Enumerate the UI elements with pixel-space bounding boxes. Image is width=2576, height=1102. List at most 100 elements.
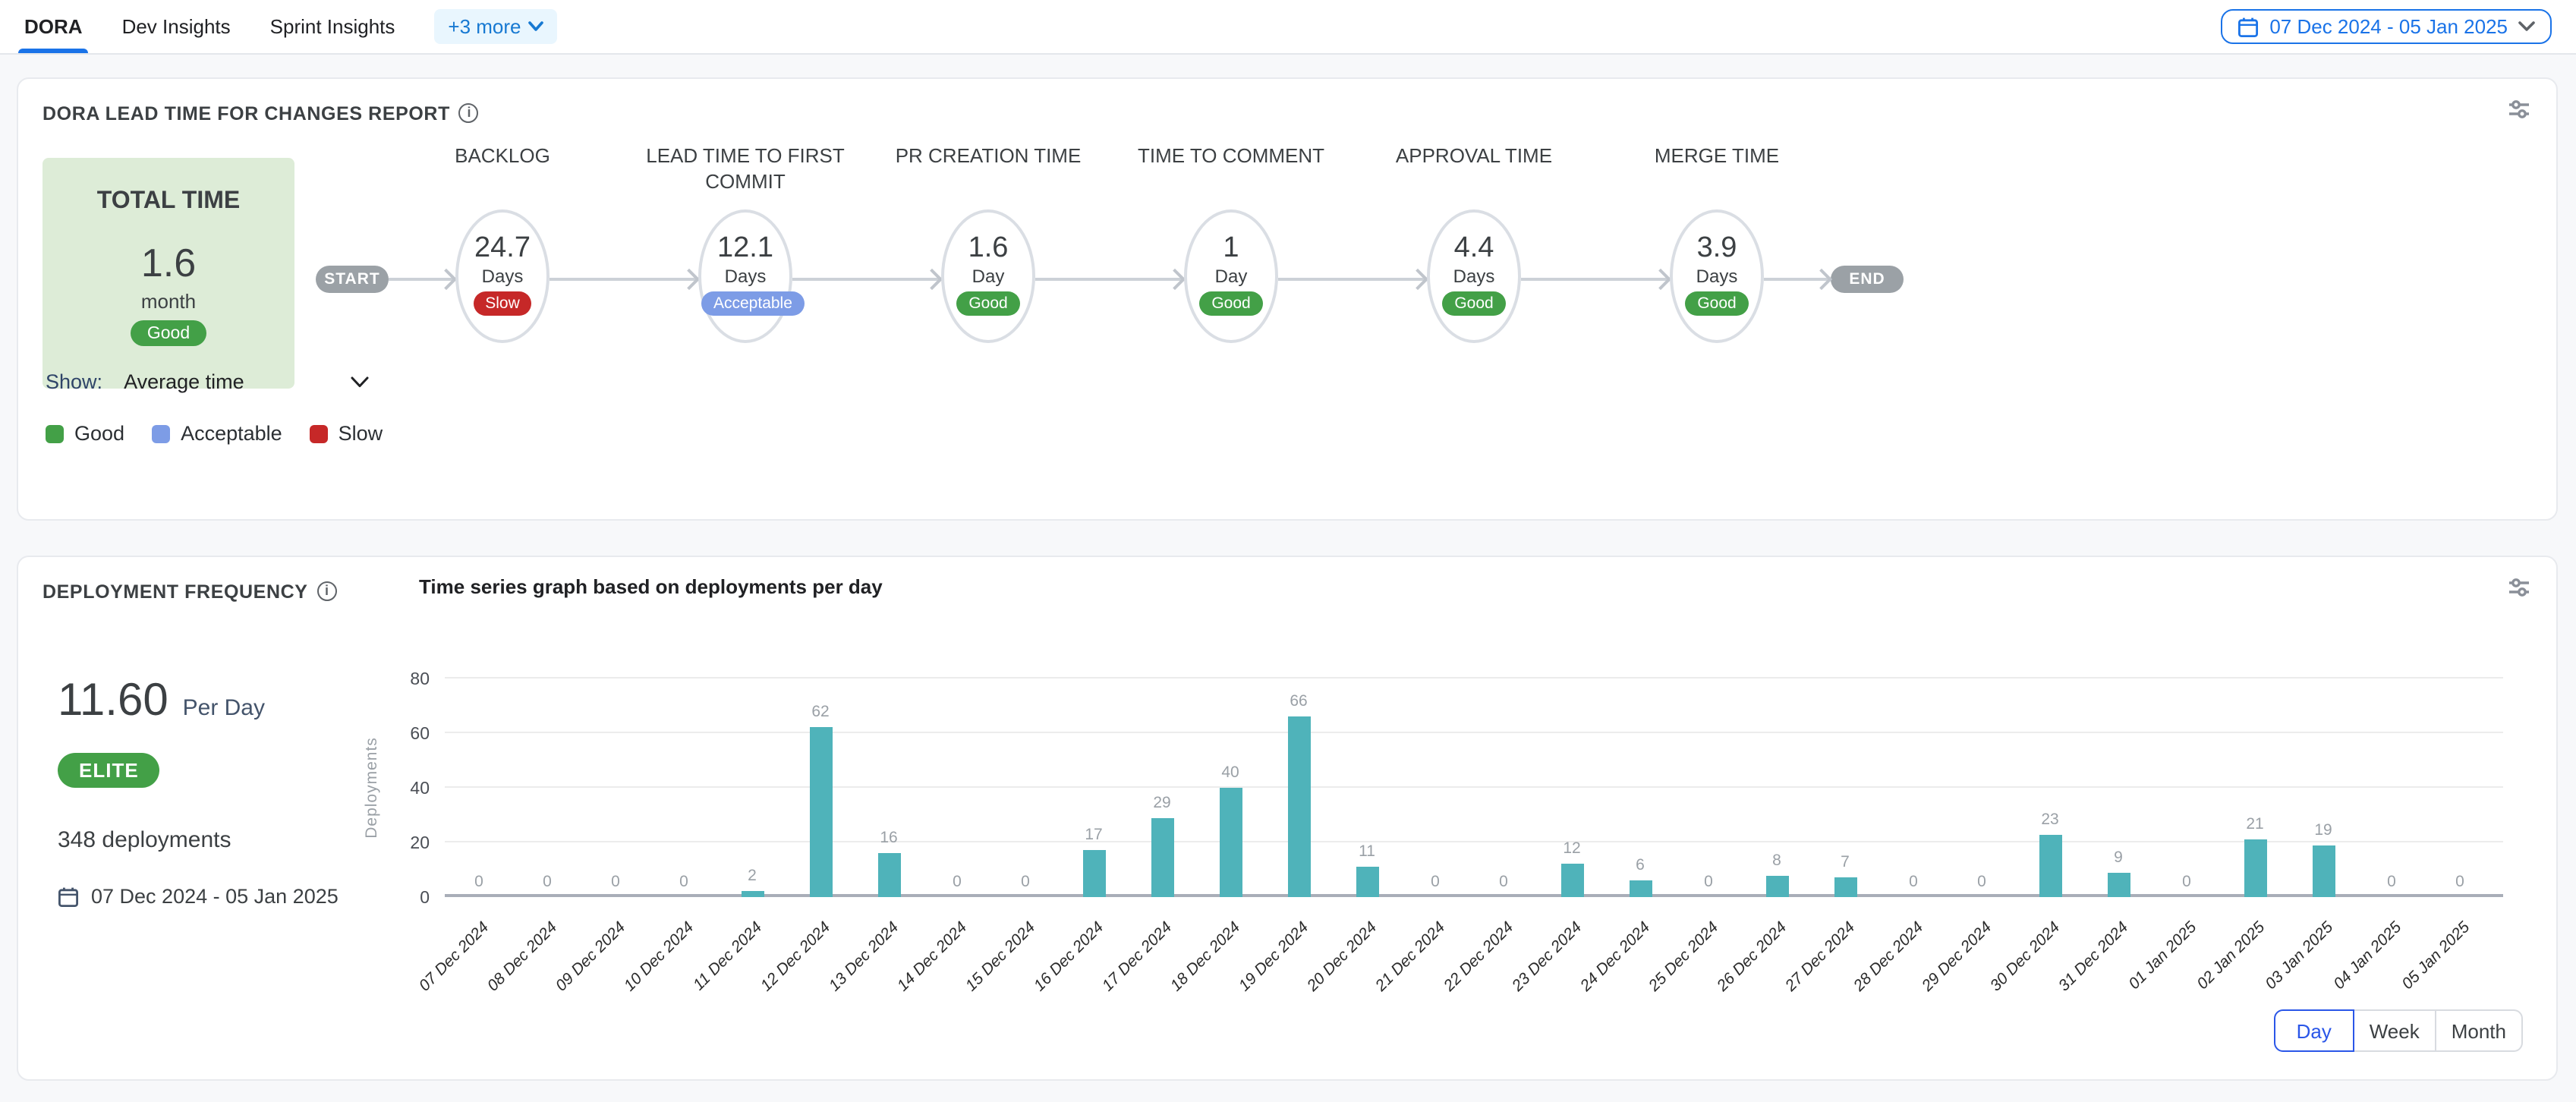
lead-time-card: DORA LEAD TIME FOR CHANGES REPORT i TOTA… (17, 77, 2558, 521)
gridline (445, 894, 2503, 897)
total-time-value: 1.6 (140, 240, 197, 285)
legend-label: Slow (338, 422, 383, 445)
legend-label: Good (74, 422, 125, 445)
deployment-bar[interactable] (1629, 880, 1652, 897)
bar-slot: 29 (1128, 679, 1196, 897)
stage-circle[interactable]: 3.9 Days Good (1670, 209, 1764, 343)
chart-subtitle: Time series graph based on deployments p… (419, 575, 883, 598)
deployment-bar[interactable] (1765, 875, 1788, 897)
deployment-bar[interactable] (2244, 839, 2266, 897)
deployment-bar[interactable] (1356, 867, 1378, 897)
bar-slot: 8 (1743, 679, 1811, 897)
lead-time-flow: START BACKLOG 24.7 Days Slow LEAD TIME T… (316, 143, 1904, 346)
bar-slot: 11 (1333, 679, 1401, 897)
stage-title: TIME TO COMMENT (1137, 144, 1325, 167)
deployment-bar[interactable] (2107, 872, 2130, 897)
legend-swatch (46, 424, 64, 442)
flow-stage-merge: MERGE TIME 3.9 Days Good (1655, 143, 1779, 346)
stage-circle[interactable]: 4.4 Days Good (1427, 209, 1521, 343)
stage-unit: Day (1214, 266, 1248, 287)
granularity-day-button[interactable]: Day (2273, 1009, 2354, 1052)
status-badge: Good (1199, 291, 1263, 316)
stage-circle[interactable]: 24.7 Days Slow (455, 209, 550, 343)
bar-value-label: 40 (1221, 764, 1239, 782)
deployment-bar[interactable] (1151, 817, 1173, 897)
lead-time-card-title: DORA LEAD TIME FOR CHANGES REPORT (43, 102, 450, 124)
more-tabs-button[interactable]: +3 more (434, 9, 558, 44)
stage-unit: Days (724, 266, 767, 287)
deployment-bar[interactable] (877, 853, 900, 897)
tab-dev-insights[interactable]: Dev Insights (121, 15, 231, 38)
status-badge: Acceptable (701, 291, 805, 316)
deployment-bar[interactable] (1560, 864, 1583, 897)
bar-value-label: 0 (543, 873, 552, 891)
status-badge: Slow (473, 291, 532, 316)
legend-label: Acceptable (181, 422, 282, 445)
stage-unit: Days (481, 266, 524, 287)
flow-stage-backlog: BACKLOG 24.7 Days Slow (455, 143, 550, 346)
deployment-card-header: DEPLOYMENT FREQUENCY i Time series graph… (43, 575, 2532, 607)
bar-value-label: 11 (1359, 842, 1375, 861)
deployment-bar[interactable] (1834, 877, 1856, 897)
flow-arrow (389, 278, 455, 281)
granularity-month-button[interactable]: Month (2436, 1009, 2523, 1052)
deployment-bar[interactable] (809, 727, 832, 897)
bar-slot: 66 (1264, 679, 1333, 897)
date-range-picker[interactable]: 07 Dec 2024 - 05 Jan 2025 (2221, 9, 2552, 44)
bar-slot: 0 (581, 679, 650, 897)
deployment-bar[interactable] (2312, 845, 2335, 897)
date-range-value: 07 Dec 2024 - 05 Jan 2025 (2269, 15, 2508, 38)
info-icon[interactable]: i (458, 103, 479, 123)
calendar-icon (58, 886, 79, 906)
bar-value-label: 62 (811, 703, 830, 722)
bar-value-label: 0 (1977, 873, 1986, 891)
deployment-bar[interactable] (1082, 850, 1105, 897)
flow-stage-approval: APPROVAL TIME 4.4 Days Good (1396, 143, 1552, 346)
stage-circle[interactable]: 12.1 Days Acceptable (698, 209, 805, 343)
deployment-frequency-card: DEPLOYMENT FREQUENCY i Time series graph… (17, 556, 2558, 1081)
status-badge: Good (1442, 291, 1506, 316)
y-axis-title: Deployments (363, 737, 381, 839)
lead-time-settings-button[interactable] (2506, 97, 2532, 129)
bar-slot: 0 (1469, 679, 1538, 897)
tab-sprint-insights[interactable]: Sprint Insights (269, 15, 395, 38)
bar-value-label: 19 (2314, 820, 2332, 839)
show-label: Show: (46, 370, 103, 393)
chevron-down-icon (528, 21, 544, 31)
bar-slot: 0 (923, 679, 991, 897)
flow-stage-time-to-comment: TIME TO COMMENT 1 Day Good (1138, 143, 1324, 346)
deployment-bar[interactable] (1287, 716, 1310, 897)
bar-value-label: 0 (953, 873, 962, 891)
stage-circle[interactable]: 1.6 Day Good (941, 209, 1035, 343)
bar-slot: 0 (445, 679, 513, 897)
y-tick-label: 40 (410, 780, 430, 798)
tab-dora[interactable]: DORA (17, 0, 90, 53)
bar-value-label: 6 (1636, 856, 1645, 875)
gridline (445, 732, 2503, 733)
bar-slot: 0 (1674, 679, 1743, 897)
bar-value-label: 0 (474, 873, 483, 891)
stage-title: APPROVAL TIME (1395, 144, 1553, 167)
deployment-settings-button[interactable] (2506, 575, 2532, 607)
bar-value-label: 0 (679, 873, 688, 891)
report-tabs: DORA Dev Insights Sprint Insights +3 mor… (17, 0, 558, 53)
granularity-week-button[interactable]: Week (2354, 1009, 2436, 1052)
deployment-bar[interactable] (741, 891, 764, 897)
stage-value: 1.6 (968, 232, 1009, 264)
bar-value-label: 8 (1772, 851, 1781, 870)
deployment-bar[interactable] (1219, 788, 1242, 897)
deployment-bar[interactable] (2039, 834, 2061, 897)
total-deployments: 348 deployments (58, 827, 231, 853)
info-icon[interactable]: i (316, 581, 337, 601)
bar-value-label: 0 (2182, 873, 2191, 891)
stage-circle[interactable]: 1 Day Good (1184, 209, 1278, 343)
performance-tier-badge: ELITE (58, 753, 160, 788)
bar-slot: 40 (1196, 679, 1264, 897)
bar-value-label: 0 (611, 873, 620, 891)
bar-value-label: 17 (1085, 826, 1103, 845)
show-metric-dropdown[interactable]: Show: Average time (46, 370, 369, 393)
summary-date-value: 07 Dec 2024 - 05 Jan 2025 (91, 885, 339, 908)
calendar-icon (2238, 17, 2259, 36)
bar-value-label: 7 (1841, 853, 1850, 872)
chevron-down-icon (351, 376, 369, 387)
